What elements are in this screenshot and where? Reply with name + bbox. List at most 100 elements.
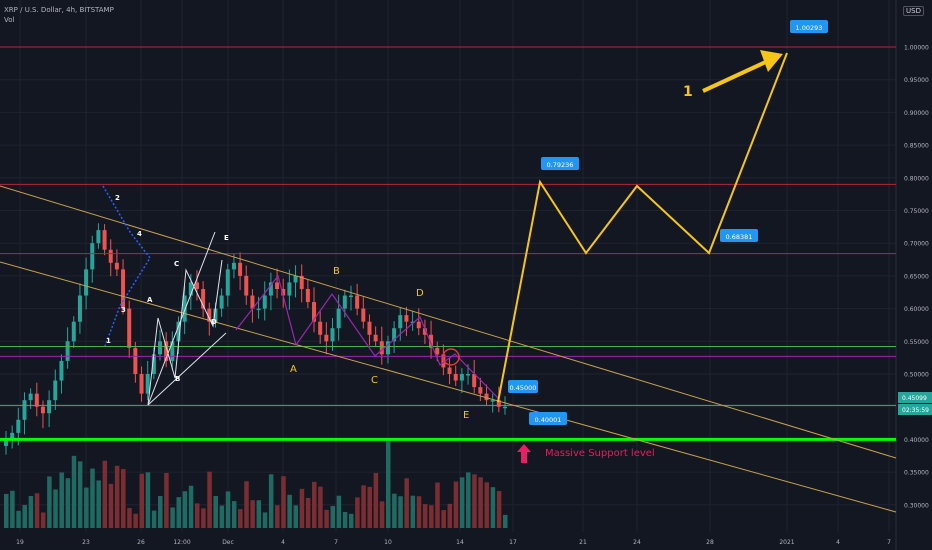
x-tick-label: 24 <box>633 539 641 546</box>
volume-bar <box>194 503 200 528</box>
volume-bar <box>453 481 459 528</box>
candle-body <box>4 439 8 446</box>
volume-bar <box>342 511 348 528</box>
currency-button[interactable]: USD <box>903 6 924 16</box>
volume-bar <box>262 512 268 528</box>
volume-bar <box>318 486 323 528</box>
wave-label-small: D <box>211 318 217 326</box>
candle-body <box>262 295 267 309</box>
volume-bar <box>312 481 317 528</box>
triangle-base <box>147 332 227 406</box>
candle-body <box>496 400 501 407</box>
candle-body <box>392 328 397 342</box>
candle-body <box>53 380 58 401</box>
volume-bar <box>472 474 477 528</box>
x-tick-label: 17 <box>509 539 517 546</box>
wave-label-big: B <box>333 266 340 277</box>
volume-bar <box>330 505 336 528</box>
candle-body <box>145 374 150 394</box>
volume-bar <box>404 478 409 528</box>
candle-body <box>102 230 107 250</box>
candle-body <box>250 295 255 309</box>
arrow-head <box>760 50 783 72</box>
volume-bar <box>361 485 366 528</box>
candle-body <box>404 315 409 322</box>
candle-body <box>201 288 206 309</box>
candle-body <box>361 308 366 322</box>
volume-bar <box>287 494 292 528</box>
chart-title: XRP / U.S. Dollar, 4h, BITSTAMP <box>4 6 114 14</box>
wave-label-big: D <box>416 288 424 299</box>
volume-bar <box>441 510 446 528</box>
wave-label-small: E <box>224 234 229 242</box>
candle-body <box>164 341 169 361</box>
candle-body <box>355 295 360 309</box>
x-tick-label: 4 <box>281 539 285 546</box>
wave-label-small: B <box>175 375 180 383</box>
volume-bar <box>71 455 77 528</box>
price-target-label <box>529 412 567 425</box>
volume-bar <box>305 497 311 528</box>
candle-body <box>336 308 341 329</box>
candle-body <box>385 341 390 355</box>
candle-body <box>133 347 138 374</box>
candle-body <box>182 295 187 322</box>
candle-body <box>10 432 15 440</box>
x-tick-label: 7 <box>334 539 338 546</box>
candle-body <box>373 334 378 342</box>
candle-body <box>342 295 347 309</box>
y-tick-label: 0.90000 <box>904 110 929 117</box>
wave-label-big: E <box>463 410 469 421</box>
volume-bar <box>10 490 15 528</box>
volume-bar <box>416 496 422 528</box>
volume-bar <box>22 505 27 528</box>
volume-bar <box>219 505 225 528</box>
volume-bar <box>231 501 237 528</box>
candle-body <box>84 269 89 296</box>
candle-body <box>213 308 218 322</box>
volume-bar <box>324 509 329 528</box>
volume-label: Vol <box>4 16 15 24</box>
wave-label-big: C <box>371 375 378 386</box>
volume-bar <box>459 477 465 528</box>
volume-bar <box>373 473 379 528</box>
volume-bar <box>158 496 163 528</box>
volume-bar <box>398 496 403 528</box>
candle-body <box>194 282 199 289</box>
candle-body <box>127 308 132 348</box>
volume-bar <box>435 482 440 528</box>
price-target-label <box>541 157 579 170</box>
y-tick-label: 0.65000 <box>904 273 929 280</box>
candle-body <box>324 334 329 342</box>
volume-bar <box>250 500 255 528</box>
volume-bar <box>114 465 120 528</box>
arrow-number: 1 <box>683 84 693 100</box>
y-tick-label: 0.40000 <box>904 437 929 444</box>
candle-body <box>275 282 280 289</box>
volume-bar <box>47 476 52 528</box>
current-price-text: 0.45099 <box>902 395 927 402</box>
volume-bar <box>108 483 114 528</box>
candle-body <box>453 374 458 381</box>
projection-path <box>497 52 788 403</box>
candle-body <box>367 321 372 335</box>
x-tick-label: 19 <box>16 539 24 546</box>
volume-bar <box>275 505 280 528</box>
volume-bar <box>96 480 101 528</box>
candle-body <box>466 374 471 376</box>
candle-body <box>108 249 113 263</box>
candle-body <box>71 321 76 342</box>
x-tick-label: 7 <box>887 539 891 546</box>
candle-body <box>34 393 39 407</box>
candle-body <box>207 308 212 322</box>
volume-bar <box>225 491 231 528</box>
candle-body <box>330 328 335 342</box>
candle-body <box>114 262 119 270</box>
volume-bar <box>145 472 151 528</box>
candle-body <box>447 367 452 374</box>
candle-body <box>188 282 193 296</box>
volume-bar <box>28 496 34 528</box>
candle-body <box>429 334 434 348</box>
volume-bar <box>34 493 40 528</box>
